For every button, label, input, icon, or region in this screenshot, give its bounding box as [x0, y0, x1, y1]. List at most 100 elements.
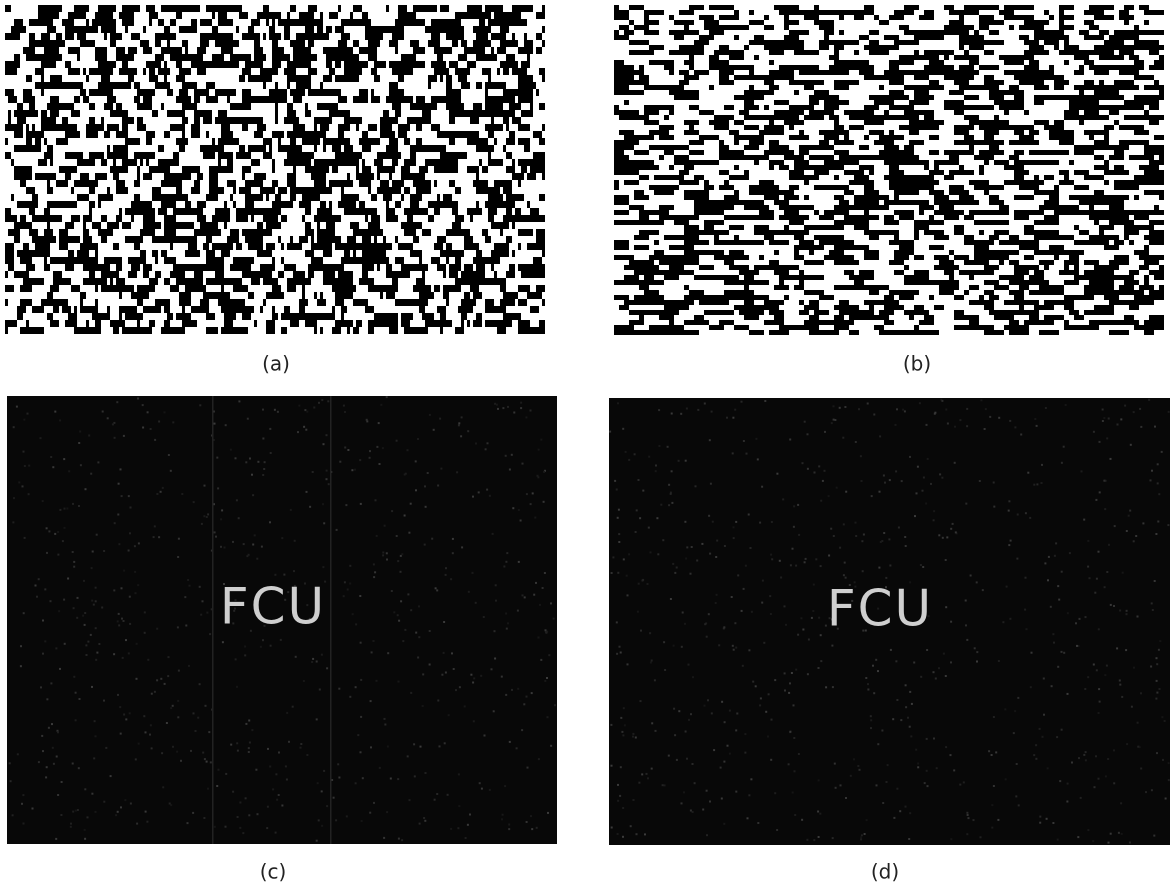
pattern-cell [1134, 325, 1139, 330]
pattern-cell [347, 201, 356, 208]
pattern-cell [113, 327, 119, 334]
pattern-cell [353, 285, 356, 292]
pattern-cell [834, 125, 844, 130]
pattern-cell [1005, 778, 1007, 780]
pattern-cell [225, 826, 227, 828]
pattern-cell [91, 600, 93, 602]
pattern-cell [804, 65, 819, 70]
pattern-cell [84, 829, 86, 831]
pattern-cell [749, 85, 754, 90]
pattern-cell [747, 817, 749, 819]
pattern-cell [688, 664, 690, 666]
pattern-cell [959, 90, 964, 95]
pattern-cell [754, 265, 769, 270]
pattern-cell [994, 100, 1009, 105]
pattern-cell [209, 173, 212, 180]
pattern-cell [879, 85, 884, 90]
pattern-cell [179, 173, 182, 180]
pattern-cell [819, 140, 829, 145]
pattern-cell [744, 115, 749, 120]
pattern-cell [784, 690, 786, 692]
pattern-cell [65, 320, 74, 327]
pattern-cell [714, 235, 719, 240]
pattern-cell [416, 187, 425, 194]
pattern-cell [344, 278, 353, 285]
pattern-cell [287, 278, 293, 285]
pattern-cell [694, 295, 704, 300]
pattern-cell [444, 742, 446, 744]
pattern-cell [119, 208, 122, 215]
pattern-cell [77, 5, 86, 12]
pattern-cell [809, 315, 819, 320]
pattern-cell [480, 675, 482, 677]
pattern-cell [769, 70, 784, 75]
pattern-cell [137, 285, 146, 292]
pattern-cell [794, 285, 804, 290]
pattern-cell [497, 5, 500, 12]
pattern-cell [418, 605, 420, 607]
pattern-cell [50, 257, 56, 264]
pattern-cell [904, 310, 909, 315]
pattern-cell [1119, 255, 1129, 260]
pattern-cell [839, 40, 849, 45]
pattern-cell [437, 485, 439, 487]
pattern-cell [809, 115, 814, 120]
pattern-cell [308, 5, 317, 12]
pattern-cell [1064, 325, 1079, 330]
pattern-cell [239, 75, 245, 82]
pattern-cell [619, 305, 629, 310]
pattern-cell [188, 166, 191, 173]
pattern-cell [884, 230, 899, 235]
pattern-cell [839, 320, 854, 325]
pattern-cell [964, 135, 969, 140]
pattern-cell [446, 19, 452, 26]
pattern-cell [659, 220, 664, 225]
pattern-cell [779, 65, 789, 70]
pattern-cell [170, 257, 173, 264]
pattern-cell [380, 152, 389, 159]
pattern-cell [1144, 110, 1149, 115]
pattern-cell [473, 103, 482, 110]
pattern-cell [1084, 10, 1094, 15]
pattern-cell [1099, 30, 1109, 35]
pattern-cell [654, 165, 659, 170]
pattern-cell [476, 313, 482, 320]
pattern-cell [110, 12, 113, 19]
pattern-cell [437, 124, 440, 131]
pattern-cell [485, 299, 494, 306]
pattern-cell [319, 689, 321, 691]
pattern-cell [281, 243, 284, 250]
pattern-cell [1126, 613, 1128, 615]
pattern-cell [909, 175, 919, 180]
pattern-cell [689, 260, 694, 265]
pattern-cell [1074, 225, 1079, 230]
pattern-cell [724, 721, 726, 723]
pattern-cell [804, 290, 809, 295]
pattern-cell [164, 320, 170, 327]
pattern-cell [293, 124, 296, 131]
pattern-cell [874, 215, 879, 220]
pattern-cell [237, 750, 239, 752]
pattern-cell [113, 82, 122, 89]
pattern-cell [472, 572, 474, 574]
pattern-cell [994, 115, 999, 120]
pattern-cell [769, 140, 779, 145]
pattern-cell [107, 26, 113, 33]
pattern-cell [1099, 270, 1114, 275]
pattern-cell [709, 135, 719, 140]
pattern-cell [1049, 190, 1059, 195]
pattern-cell [629, 40, 639, 45]
pattern-cell [824, 25, 834, 30]
pattern-cell [410, 503, 412, 505]
pattern-cell [428, 110, 431, 117]
pattern-cell [527, 54, 530, 61]
pattern-cell [383, 194, 392, 201]
pattern-cell [774, 40, 789, 45]
pattern-cell [689, 180, 694, 185]
pattern-cell [904, 150, 914, 155]
pattern-cell [407, 222, 410, 229]
pattern-cell [629, 140, 639, 145]
pattern-cell [167, 159, 170, 166]
pattern-cell [614, 85, 629, 90]
pattern-cell [1154, 205, 1159, 210]
